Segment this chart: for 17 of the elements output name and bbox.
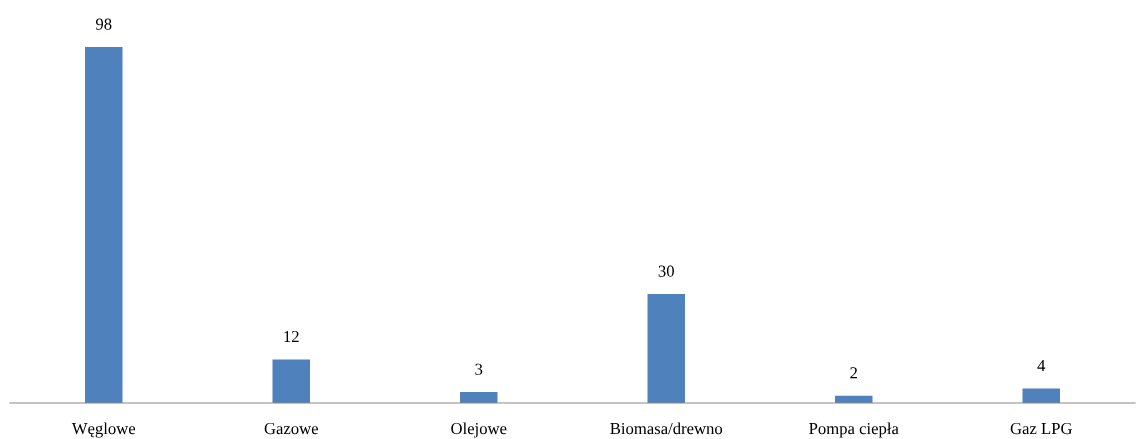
data-label: 98 xyxy=(95,18,112,30)
x-tick-label: Olejowe xyxy=(451,422,507,438)
x-tick-label: Gazowe xyxy=(264,422,318,435)
data-label: 2 xyxy=(850,367,857,379)
x-tick-label: Pompa ciepła xyxy=(809,422,899,438)
x-tick-label: Biomasa/drewno xyxy=(610,422,723,435)
bar xyxy=(460,392,498,403)
bar xyxy=(647,294,685,403)
bar xyxy=(1022,388,1060,403)
bar xyxy=(272,359,310,403)
data-label: 4 xyxy=(1037,360,1046,372)
x-tick-label: Gaz LPG xyxy=(1010,422,1072,435)
bar xyxy=(85,47,123,403)
data-label: 30 xyxy=(658,265,674,277)
data-label: 12 xyxy=(284,330,299,342)
x-tick-label: Węglowe xyxy=(71,422,136,438)
data-label: 3 xyxy=(475,363,483,375)
